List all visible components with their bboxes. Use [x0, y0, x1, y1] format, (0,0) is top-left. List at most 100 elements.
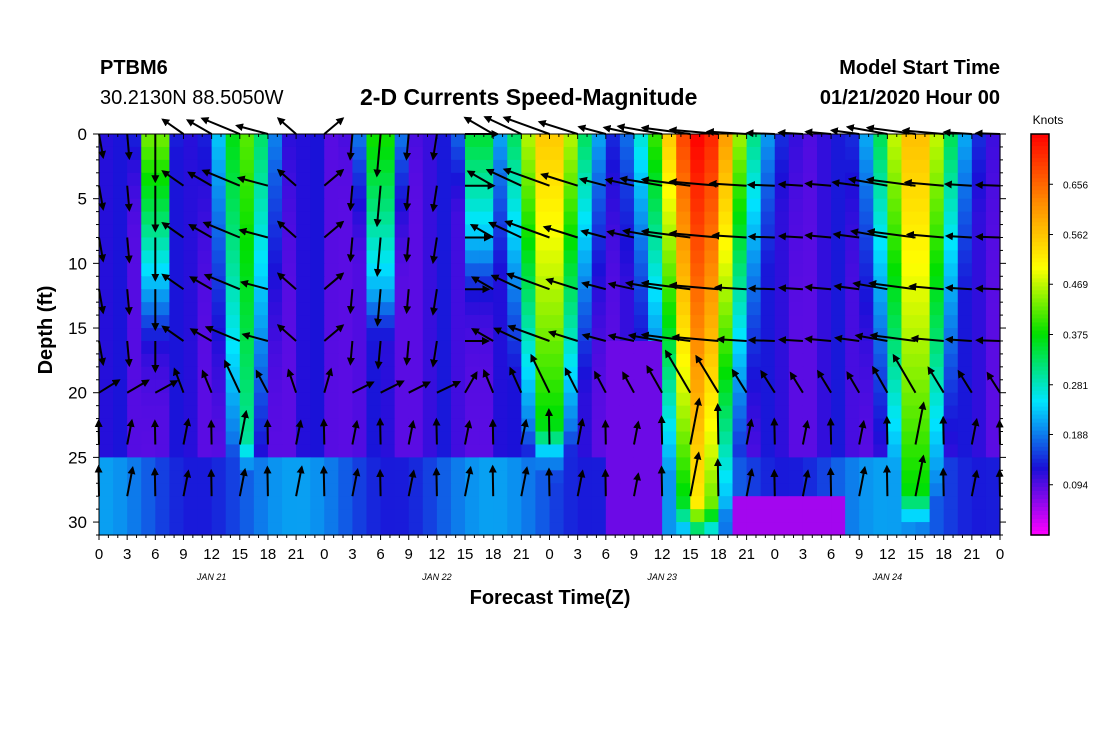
heatmap-cell: [676, 457, 691, 471]
heatmap-cell: [239, 250, 255, 264]
heatmap-cell: [99, 457, 114, 471]
heatmap-cell: [957, 444, 973, 458]
heatmap-cell: [113, 198, 128, 213]
heatmap-cell: [450, 392, 466, 407]
heatmap-cell: [901, 392, 917, 407]
heatmap-cell: [633, 185, 649, 200]
heatmap-cell: [408, 496, 424, 510]
heatmap-cell: [169, 522, 185, 536]
heatmap-cell: [788, 159, 804, 174]
current-vector: [606, 229, 635, 239]
current-vector: [373, 185, 382, 228]
heatmap-cell: [211, 392, 227, 407]
heatmap-cell: [436, 315, 452, 329]
heatmap-cell: [662, 457, 677, 471]
heatmap-cell: [183, 522, 199, 536]
heatmap-cell: [901, 483, 917, 497]
heatmap-cell: [662, 250, 677, 264]
current-vector: [224, 359, 241, 394]
heatmap-cell: [267, 328, 283, 342]
heatmap-cell: [267, 250, 283, 264]
heatmap-cell: [99, 224, 114, 239]
heatmap-cell: [267, 431, 283, 446]
heatmap-cell: [915, 237, 931, 252]
heatmap-cell: [296, 483, 311, 497]
heatmap-cell: [971, 263, 987, 277]
heatmap-cell: [211, 444, 227, 458]
heatmap-cell: [225, 431, 241, 446]
heatmap-cell: [211, 289, 227, 303]
heatmap-cell: [239, 185, 255, 200]
heatmap-cell: [859, 405, 874, 420]
heatmap-cell: [296, 185, 311, 200]
heatmap-cell: [901, 198, 917, 213]
heatmap-cell: [929, 289, 945, 303]
colorbar-segment: [1031, 254, 1049, 259]
x-tick-label: 6: [151, 546, 159, 563]
heatmap-cell: [633, 159, 649, 174]
heatmap-cell: [225, 302, 241, 316]
heatmap-cell: [577, 289, 593, 303]
current-vector: [892, 353, 917, 394]
heatmap-cell: [929, 418, 945, 433]
heatmap-cell: [408, 224, 424, 239]
current-vector: [188, 224, 213, 239]
heatmap-cell: [929, 379, 945, 394]
heatmap-cell: [408, 237, 424, 252]
colorbar-segment: [1031, 434, 1049, 440]
heatmap-cell: [521, 185, 537, 200]
heatmap-cell: [267, 340, 283, 355]
heatmap-cell: [465, 457, 480, 471]
heatmap-cell: [436, 276, 452, 290]
heatmap-cell: [577, 379, 593, 394]
heatmap-cell: [155, 405, 170, 420]
heatmap-cell: [873, 302, 888, 316]
heatmap-cell: [352, 431, 368, 446]
current-vector: [493, 327, 522, 342]
current-vector: [640, 176, 691, 187]
heatmap-cell: [394, 392, 410, 407]
heatmap-cell: [366, 146, 382, 161]
heatmap-cell: [831, 159, 846, 174]
heatmap-cell: [113, 405, 128, 420]
current-vector: [831, 179, 860, 188]
heatmap-cell: [760, 211, 776, 226]
heatmap-cell: [352, 159, 368, 174]
heatmap-cell: [197, 496, 213, 510]
heatmap-cell: [408, 146, 424, 161]
x-tick-label: 9: [179, 546, 187, 563]
heatmap-cell: [296, 289, 311, 303]
heatmap-cell: [887, 134, 903, 148]
heatmap-cell: [943, 379, 959, 394]
heatmap-cell: [746, 522, 762, 536]
heatmap-cell: [113, 328, 128, 342]
heatmap-cell: [591, 522, 607, 536]
heatmap-cell: [788, 496, 804, 510]
heatmap-cell: [563, 250, 579, 264]
heatmap-cell: [282, 431, 297, 446]
heatmap-cell: [155, 315, 170, 329]
heatmap-cell: [605, 379, 621, 394]
current-vector: [745, 467, 755, 497]
heatmap-cell: [521, 366, 537, 381]
current-vector: [578, 176, 607, 187]
y-tick-label: 0: [78, 125, 87, 144]
heatmap-cell: [282, 483, 297, 497]
colorbar-segment: [1031, 250, 1049, 255]
heatmap-cell: [563, 496, 579, 510]
heatmap-cell: [155, 522, 170, 536]
heatmap-cell: [732, 276, 748, 290]
heatmap-cell: [239, 237, 255, 252]
heatmap-cell: [704, 263, 720, 277]
heatmap-cell: [549, 418, 565, 433]
heatmap-cell: [971, 289, 987, 303]
heatmap-cell: [169, 340, 185, 355]
heatmap-cell: [633, 340, 649, 355]
heatmap-cell: [915, 340, 931, 355]
current-vector: [939, 467, 948, 497]
heatmap-cell: [338, 172, 354, 187]
heatmap-cell: [577, 263, 593, 277]
heatmap-cell: [141, 379, 156, 394]
current-vector: [295, 465, 305, 497]
heatmap-cell: [831, 522, 846, 536]
